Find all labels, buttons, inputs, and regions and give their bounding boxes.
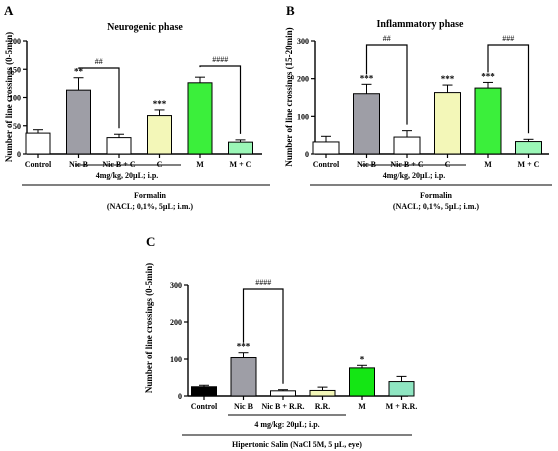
- panel-b-bar: [353, 93, 380, 155]
- panel-b-bar: [393, 136, 421, 155]
- panel-a-bar: [66, 89, 91, 155]
- panel-b-bar: [434, 92, 461, 155]
- panel-a-ylabel: Number of line crossings (0-5min): [4, 32, 14, 162]
- panel-b-significance-label: ***: [360, 73, 374, 83]
- panel-a-comparison-bracket: [77, 67, 120, 129]
- panel-b-group-label-1: Formalin: [420, 191, 453, 200]
- panel-b: B Inflammatory phase Number of line cros…: [284, 3, 552, 211]
- panel-c-category-label: M + R.R.: [386, 402, 418, 411]
- panel-c-y-tick-label: 100: [170, 355, 182, 364]
- panel-b-y-tick-label: 200: [297, 75, 309, 84]
- panel-c-comparison-bracket: [242, 288, 284, 384]
- panel-c: C Number of line crossings (0-5min) 0 100…: [144, 234, 417, 449]
- panel-b-group-label-2: (NACL; 0,1%, 5µL; i.m.): [393, 202, 479, 211]
- panel-b-bar: [474, 87, 502, 155]
- panel-a: A Neurogenic phase Number of line crossi…: [4, 3, 270, 211]
- panel-a-bar: [25, 132, 51, 155]
- panel-a-category-label: M + C: [230, 160, 252, 169]
- panel-b-significance-label: ***: [481, 71, 495, 81]
- panel-b-bracket-label: ##: [383, 34, 391, 43]
- panel-a-significance-label: **: [74, 67, 84, 77]
- panel-a-category-label: M: [196, 160, 204, 169]
- panel-c-category-label: M: [358, 402, 366, 411]
- panel-b-bar: [515, 141, 542, 155]
- panel-c-bar: [270, 390, 296, 397]
- panel-a-y-tick-label: 50: [13, 122, 21, 131]
- panel-c-plot: 0 100 200 300 Control Nic B *** Nic B + R.R. R.R…: [170, 278, 417, 411]
- panel-b-comparison-bracket: [487, 44, 530, 134]
- panel-letter-b: B: [286, 3, 295, 18]
- panel-b-ylabel: Number of line crossings (15-20min): [284, 27, 294, 166]
- panel-a-category-label: Control: [25, 160, 52, 169]
- panel-c-bar: [191, 386, 217, 397]
- panel-a-comparison-bracket: [199, 65, 242, 134]
- panel-c-significance-label: *: [360, 354, 365, 364]
- panel-c-y-tick-label: 300: [170, 281, 182, 290]
- panel-a-y-tick-label: 200: [9, 37, 21, 46]
- panel-a-title: Neurogenic phase: [107, 22, 183, 33]
- panel-b-category-label: Control: [313, 160, 340, 169]
- panel-a-group-label-1: Formalin: [134, 191, 167, 200]
- panel-a-y-tick-label: 150: [9, 65, 21, 74]
- panel-c-bar: [230, 357, 257, 397]
- panel-c-y-tick-label: 0: [178, 392, 182, 401]
- panel-b-dose-label: 4mg/kg, 20µL; i.p.: [383, 171, 446, 180]
- panel-b-y-tick-label: 0: [305, 150, 309, 159]
- panel-b-significance-label: ***: [441, 74, 455, 84]
- panel-b-y-tick-label: 300: [297, 37, 309, 46]
- panel-c-group-label-1: Hipertonic Salin (NaCl 5M, 5 µL, eye): [232, 440, 362, 449]
- panel-c-bar: [309, 389, 336, 397]
- panel-a-bar: [228, 141, 253, 155]
- panel-c-bar: [388, 381, 415, 397]
- panel-c-dose-label: 4 mg/kg: 20µL; i.p.: [254, 420, 319, 429]
- panel-a-bracket-label: ##: [95, 57, 103, 66]
- panel-c-category-label: Nic B: [234, 402, 254, 411]
- panel-b-comparison-bracket: [365, 44, 408, 125]
- panel-b-category-label: M + C: [518, 160, 540, 169]
- panel-c-bar: [349, 367, 375, 397]
- panel-a-y-tick-label: 0: [17, 150, 21, 159]
- panel-letter-a: A: [4, 3, 14, 18]
- panel-a-bar: [106, 137, 132, 155]
- panel-b-bracket-label: ###: [502, 34, 514, 43]
- panel-a-bracket-label: ####: [212, 55, 228, 64]
- panel-letter-c: C: [146, 234, 155, 249]
- panel-a-bar: [187, 82, 213, 155]
- panel-a-significance-label: ***: [153, 99, 167, 109]
- panel-c-bracket-label: ####: [255, 278, 271, 287]
- panel-a-bar: [147, 115, 172, 155]
- panel-c-category-label: Nic B + R.R.: [262, 402, 305, 411]
- panel-c-y-tick-label: 200: [170, 318, 182, 327]
- panel-b-title: Inflammatory phase: [377, 19, 465, 30]
- panel-b-bar: [312, 141, 340, 155]
- panel-a-y-tick-label: 100: [9, 94, 21, 103]
- panel-b-y-tick-label: 100: [297, 112, 309, 121]
- panel-c-ylabel: Number of line crossings (0-5min): [144, 263, 154, 393]
- panel-c-significance-label: ***: [237, 342, 251, 352]
- panel-a-dose-label: 4mg/kg, 20µL; i.p.: [96, 171, 159, 180]
- panel-c-category-label: R.R.: [315, 402, 331, 411]
- panel-b-category-label: M: [484, 160, 492, 169]
- panel-c-category-label: Control: [191, 402, 218, 411]
- panel-a-group-label-2: (NACL; 0,1%, 5µL; i.m.): [107, 202, 193, 211]
